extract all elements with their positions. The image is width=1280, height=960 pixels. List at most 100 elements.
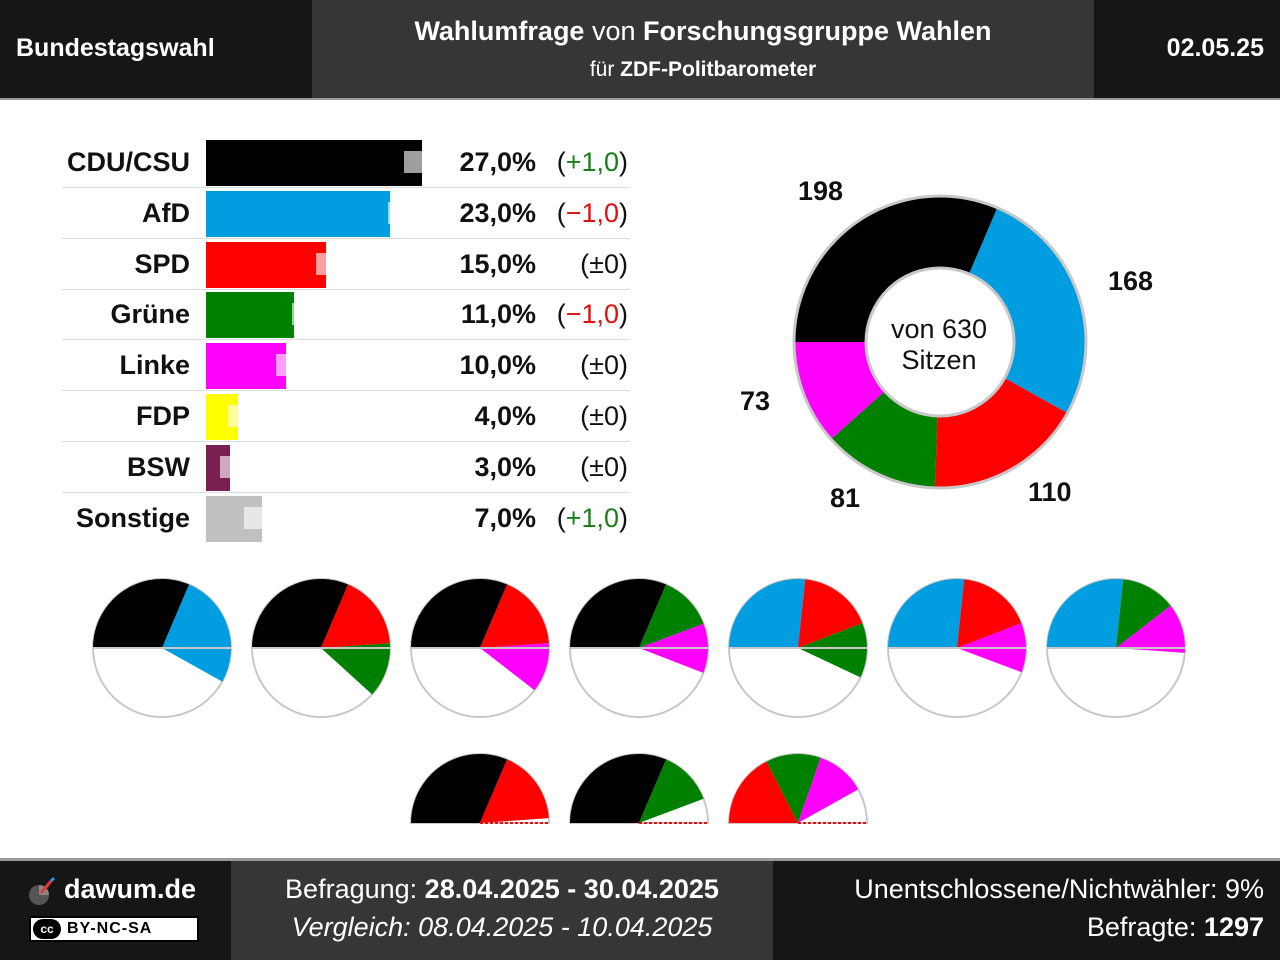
brand-name: dawum.de: [64, 874, 197, 904]
row-separator: [62, 339, 630, 341]
coalition-slice: [570, 754, 667, 823]
coalition-slice: [888, 579, 965, 648]
header-center-panel: [312, 0, 1094, 98]
license-label: BY-NC-SA: [67, 920, 153, 937]
dawum-logo-icon: [29, 876, 56, 905]
coalition-slice: [639, 759, 704, 823]
donut-segment: [831, 391, 938, 488]
donut-center-line2: Sitzen: [901, 345, 977, 375]
coalition-charts: [91, 578, 1187, 824]
institute-name: Forschungsgruppe Wahlen: [643, 16, 992, 46]
coalition-chart: [409, 753, 551, 824]
donut-segment: [969, 207, 1086, 414]
survey-label: Befragung:: [285, 874, 418, 904]
bar-row: Linke 10,0% (±0): [62, 341, 630, 392]
seat-count-label: 198: [798, 176, 844, 206]
poll-title: Wahlumfrage von Forschungsgruppe Wahlen: [312, 16, 1094, 47]
party-label: AfD: [142, 197, 190, 228]
donut-hole: [864, 266, 1016, 418]
coalition-chart: [1045, 578, 1187, 718]
change-label: (±0): [580, 401, 628, 431]
seat-count-label: 73: [740, 386, 771, 416]
change-label: (±0): [580, 248, 628, 279]
previous-value-marker: [276, 354, 296, 377]
compare-period: Vergleich: 08.04.2025 - 10.04.2025: [231, 912, 773, 943]
row-separator: [62, 491, 630, 493]
party-label: SPD: [134, 248, 190, 279]
row-separator: [62, 237, 630, 239]
row-separator: [62, 390, 630, 392]
change-value: −1,0: [565, 197, 619, 228]
coalition-chart: [409, 578, 551, 718]
change-label: (+1,0): [556, 502, 628, 533]
change-label: (±0): [580, 451, 628, 482]
previous-value-marker: [228, 405, 248, 427]
coalition-slice: [321, 643, 390, 695]
bar-row: Sonstige 7,0% (+1,0): [62, 494, 630, 544]
seat-count-label: 168: [1108, 266, 1154, 296]
coalition-slice: [766, 754, 821, 823]
coalition-chart: [727, 753, 869, 824]
party-label: Sonstige: [75, 502, 190, 533]
donut-center-label: von 630 Sitzen: [862, 314, 1016, 376]
change-label: (−1,0): [556, 197, 628, 228]
bar: [206, 292, 294, 339]
value-label: 7,0%: [474, 502, 536, 533]
client-name: ZDF-Politbarometer: [620, 58, 817, 81]
previous-value-marker: [404, 151, 424, 173]
change-label: (+1,0): [556, 147, 628, 177]
bar-row: SPD 15,0% (±0): [62, 240, 630, 290]
coalition-chart: [727, 578, 869, 718]
party-label: Grüne: [110, 299, 190, 330]
change-label: (−1,0): [556, 299, 628, 330]
row-separator: [62, 288, 630, 290]
coalition-slice: [1116, 579, 1171, 648]
coalition-chart: [91, 578, 233, 718]
value-label: 10,0%: [459, 350, 536, 381]
coalition-slice: [729, 579, 806, 648]
cc-license-badge: cc BY-NC-SA: [29, 916, 199, 942]
respondents-info: Befragte: 1297: [1087, 912, 1264, 943]
donut-outline: [792, 194, 1088, 490]
party-label: CDU/CSU: [66, 147, 190, 177]
coalition-slice: [411, 754, 508, 823]
seat-donut-chart: [792, 194, 1088, 490]
coalition-slice: [729, 761, 798, 823]
value-label: 27,0%: [459, 147, 536, 177]
respondents-value: 1297: [1203, 912, 1264, 942]
previous-value-marker: [388, 201, 408, 224]
coalition-slice: [639, 584, 704, 648]
coalition-slice: [411, 579, 508, 648]
coalition-slice: [93, 579, 190, 648]
bar: [206, 343, 286, 390]
previous-value-marker: [292, 303, 312, 326]
undecided-info: Unentschlossene/Nichtwähler: 9%: [854, 874, 1264, 905]
party-label: BSW: [127, 451, 190, 482]
respondents-label: Befragte:: [1086, 912, 1197, 942]
change-value: −1,0: [565, 299, 619, 330]
footer-center-panel: [231, 861, 773, 960]
previous-value-marker: [244, 506, 264, 529]
coalition-slice: [162, 584, 231, 682]
coalition-chart: [886, 578, 1028, 718]
row-separator: [62, 187, 630, 188]
coalition-slice: [798, 579, 863, 648]
header: Bundestagswahl Wahlumfrage von Forschung…: [0, 0, 1280, 100]
coalition-slice: [252, 579, 349, 648]
row-separator: [62, 441, 630, 442]
change-value: +1,0: [565, 147, 619, 177]
bar-row: CDU/CSU 27,0% (+1,0): [62, 138, 630, 188]
bar-row: Grüne 11,0% (−1,0): [62, 290, 630, 341]
compare-label: Vergleich:: [291, 912, 411, 942]
compare-range: 08.04.2025 - 10.04.2025: [418, 912, 713, 942]
header-left-panel: [0, 0, 312, 98]
poll-date: 02.05.25: [1166, 34, 1264, 62]
coalition-chart: [250, 578, 392, 718]
party-label: Linke: [119, 350, 190, 381]
coalition-chart: [568, 578, 710, 718]
footer-divider: [0, 858, 1280, 861]
bar: [206, 190, 390, 237]
previous-value-marker: [316, 252, 336, 275]
coalition-slice: [321, 584, 390, 648]
undecided-label: Unentschlossene/Nichtwähler:: [854, 874, 1218, 904]
